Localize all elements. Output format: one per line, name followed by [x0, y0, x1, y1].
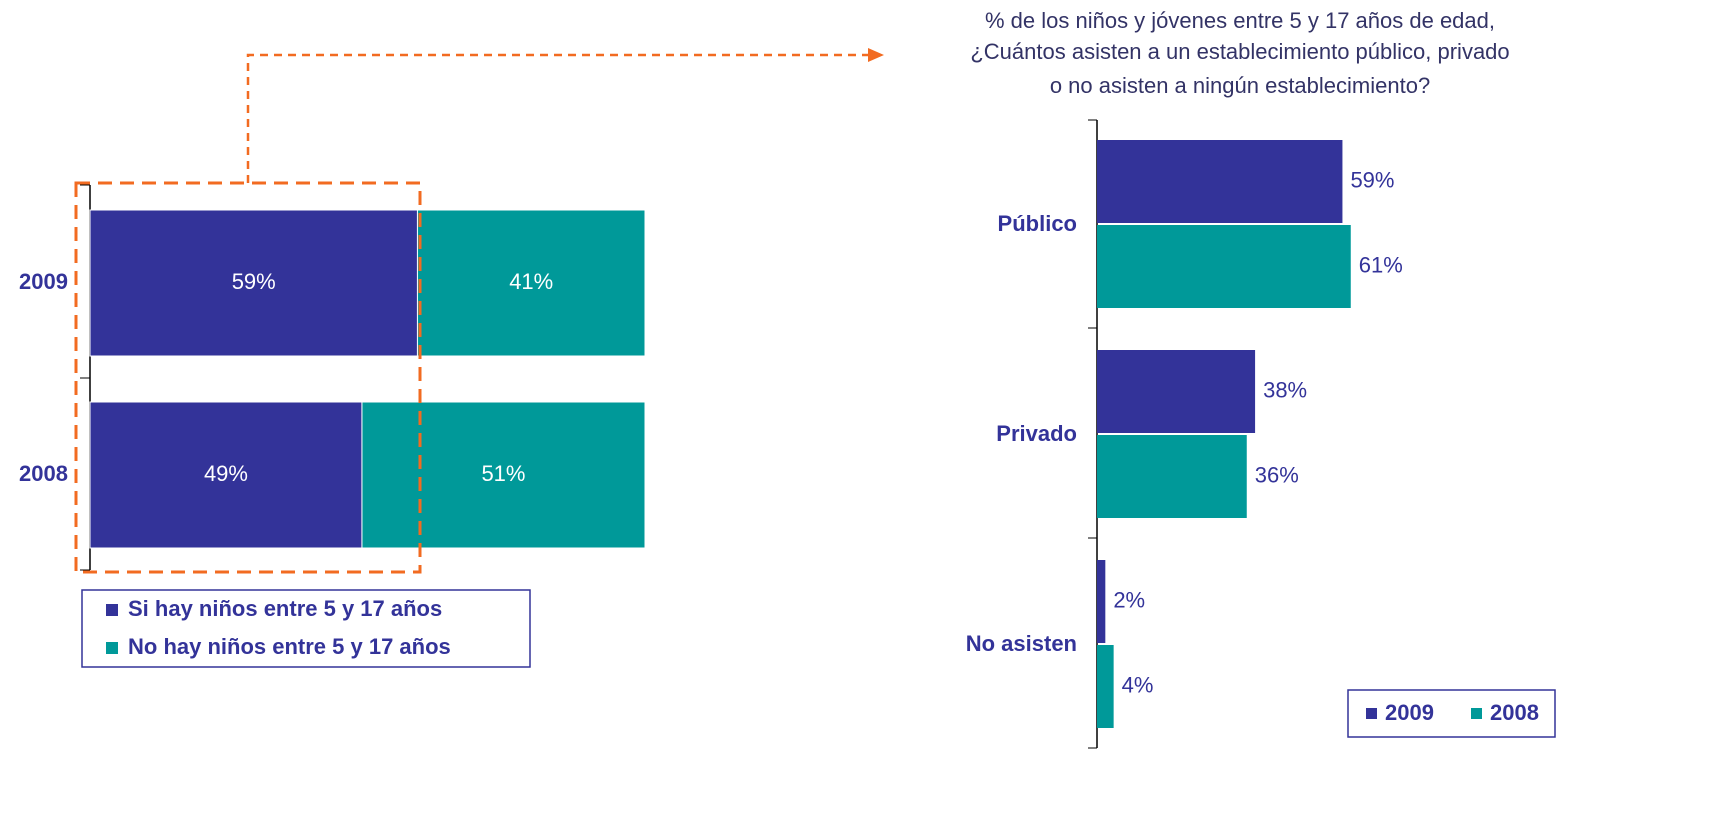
data-label: 2%	[1113, 587, 1145, 612]
bar	[1097, 225, 1351, 308]
callout-frame	[74, 181, 422, 574]
data-label: 59%	[232, 269, 276, 294]
y-tick-label: 2008	[19, 461, 68, 486]
data-label: 51%	[481, 461, 525, 486]
data-label: 41%	[509, 269, 553, 294]
legend-label: Si hay niños entre 5 y 17 años	[128, 596, 442, 621]
bar	[1097, 435, 1247, 518]
legend-swatch	[106, 604, 118, 616]
legend-label: No hay niños entre 5 y 17 años	[128, 634, 451, 659]
chart-subtitle: o no asisten a ningún establecimiento?	[1050, 73, 1430, 98]
bar	[89, 209, 418, 357]
chart-subtitle: ¿Cuántos asisten a un establecimiento pú…	[970, 39, 1509, 64]
legend-box	[81, 589, 531, 668]
bar	[1097, 140, 1343, 223]
data-label: 38%	[1263, 377, 1307, 402]
bar	[361, 401, 646, 549]
bar	[1097, 645, 1114, 728]
bar	[1097, 350, 1256, 433]
legend-box	[1347, 689, 1556, 738]
y-tick-label: Privado	[996, 421, 1077, 446]
legend-swatch	[1471, 708, 1482, 719]
legend-swatch	[106, 642, 118, 654]
bar	[1097, 560, 1106, 643]
y-tick-label: 2009	[19, 269, 68, 294]
y-tick-label: No asisten	[966, 631, 1077, 656]
data-label: 59%	[1350, 167, 1394, 192]
data-label: 61%	[1359, 252, 1403, 277]
data-label: 36%	[1255, 462, 1299, 487]
data-label: 49%	[204, 461, 248, 486]
y-tick-label: Público	[998, 211, 1077, 236]
callout-arrow	[246, 53, 868, 183]
arrow-head	[868, 48, 884, 62]
data-label: 4%	[1122, 672, 1154, 697]
bar	[416, 209, 646, 357]
legend-label: 2008	[1490, 700, 1539, 725]
legend-swatch	[1366, 708, 1377, 719]
chart-title: % de los niños y jóvenes entre 5 y 17 añ…	[985, 8, 1495, 33]
legend-label: 2009	[1385, 700, 1434, 725]
bar	[89, 401, 363, 549]
